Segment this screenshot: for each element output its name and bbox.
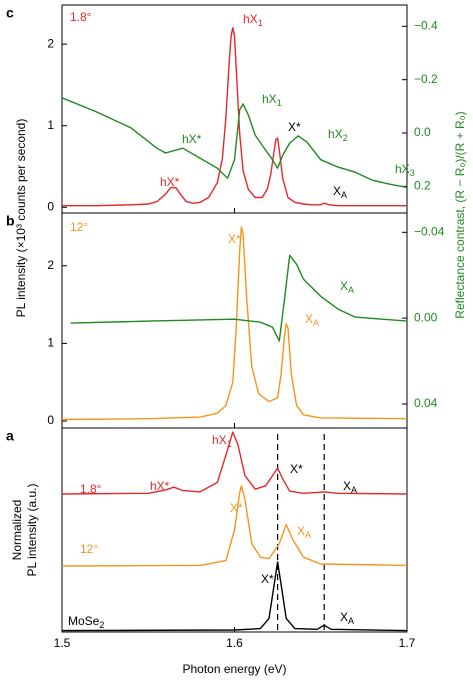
annotation-text: X (340, 279, 348, 293)
x-tick-label: 1.6 (226, 636, 243, 650)
annotation-text: hX* (182, 132, 202, 146)
line-series (61, 485, 408, 567)
line-series (61, 97, 408, 189)
annotation-text: hX* (160, 175, 180, 189)
annotation-text: X (343, 479, 351, 493)
annotation: 1.8° (70, 10, 92, 24)
annotation-subscript: 2 (99, 620, 104, 630)
y2-tick-label: −0.2 (414, 72, 438, 86)
annotation: X* (290, 462, 303, 476)
annotation: 12° (80, 542, 98, 556)
annotation-text: MoSe (68, 614, 100, 628)
annotation: XA (305, 312, 319, 328)
annotation-text: 1.8° (70, 10, 92, 24)
line-series (62, 27, 407, 207)
line-series (61, 226, 408, 421)
annotation-subscript: 1 (258, 18, 263, 28)
annotation: MoSe2 (68, 614, 104, 630)
annotation: XA (340, 610, 354, 626)
annotation-subscript: A (341, 190, 347, 200)
annotation: hX1 (243, 12, 263, 28)
annotation-text: X (333, 184, 341, 198)
annotation-subscript: A (313, 318, 319, 328)
y-tick-label: 2 (47, 258, 54, 272)
y2-axis-label: Reflectance contrast, (R − R₀)/(R + R₀) (453, 111, 467, 318)
y2-tick-label: 0.04 (414, 396, 438, 410)
annotation-subscript: 1 (277, 98, 282, 108)
y-tick-label: 1 (47, 118, 54, 132)
annotation-text: 1.8° (80, 482, 102, 496)
x-axis-label: Photon energy (eV) (182, 662, 286, 676)
line-series (61, 431, 408, 495)
annotation-text: X* (228, 232, 241, 246)
annotation-text: 12° (80, 542, 98, 556)
annotation-text: hX (212, 433, 227, 447)
panel-label: a (6, 428, 14, 444)
panel-label: b (6, 213, 15, 229)
annotation-subscript: 1 (227, 439, 232, 449)
annotation-text: hX* (150, 479, 170, 493)
annotation: hX* (182, 132, 202, 146)
y-tick-label: 1 (47, 336, 54, 350)
annotation: XA (343, 479, 357, 495)
annotation: X* (230, 501, 243, 515)
annotation-text: hX (262, 92, 277, 106)
panel-label: c (6, 5, 14, 21)
annotation-text: hX (243, 12, 258, 26)
annotation-subscript: A (348, 616, 354, 626)
annotation-subscript: A (305, 530, 311, 540)
y2-tick-label: −0.4 (414, 19, 438, 33)
annotation-text: X (340, 610, 348, 624)
annotation-subscript: 2 (343, 133, 348, 143)
y-axis-label: Normalized (10, 500, 24, 561)
y2-tick-label: 0.00 (414, 310, 438, 324)
annotation-text: hX (328, 127, 343, 141)
annotation: hX2 (328, 127, 348, 143)
y2-tick-label: −0.04 (414, 224, 445, 238)
line-series (70, 254, 408, 342)
annotation: hX1 (262, 92, 282, 108)
annotation: X* (228, 232, 241, 246)
y-tick-label: 0 (47, 199, 54, 213)
y2-tick-label: 0.2 (414, 179, 431, 193)
y-tick-label: 2 (47, 36, 54, 50)
annotation: XA (340, 279, 354, 295)
annotation: X* (288, 120, 301, 134)
annotation: XA (297, 524, 311, 540)
annotation-text: X* (261, 572, 274, 586)
y-axis-label: PL intensity (×10³ counts per second) (14, 119, 28, 318)
annotation-text: X (305, 312, 313, 326)
annotation: hX* (160, 175, 180, 189)
annotation-subscript: A (348, 285, 354, 295)
annotation: hX* (150, 479, 170, 493)
annotation-text: hX (395, 162, 410, 176)
y-axis-label: PL intensity (a.u.) (25, 484, 39, 577)
annotation: X* (261, 572, 274, 586)
y-tick-label: 0 (47, 413, 54, 427)
annotation-text: X (297, 524, 305, 538)
annotation-subscript: A (351, 485, 357, 495)
annotation: hX3 (395, 162, 415, 178)
annotation-text: X* (290, 462, 303, 476)
x-tick-label: 1.7 (399, 636, 416, 650)
annotation-text: X* (288, 120, 301, 134)
annotation: hX1 (212, 433, 232, 449)
line-series (61, 561, 408, 632)
x-tick-label: 1.5 (54, 636, 71, 650)
annotation: 12° (70, 220, 88, 234)
annotation: 1.8° (80, 482, 102, 496)
y2-tick-label: 0.0 (414, 125, 431, 139)
annotation-text: X* (230, 501, 243, 515)
annotation-text: 12° (70, 220, 88, 234)
annotation: XA (333, 184, 347, 200)
annotation-subscript: 3 (410, 168, 415, 178)
